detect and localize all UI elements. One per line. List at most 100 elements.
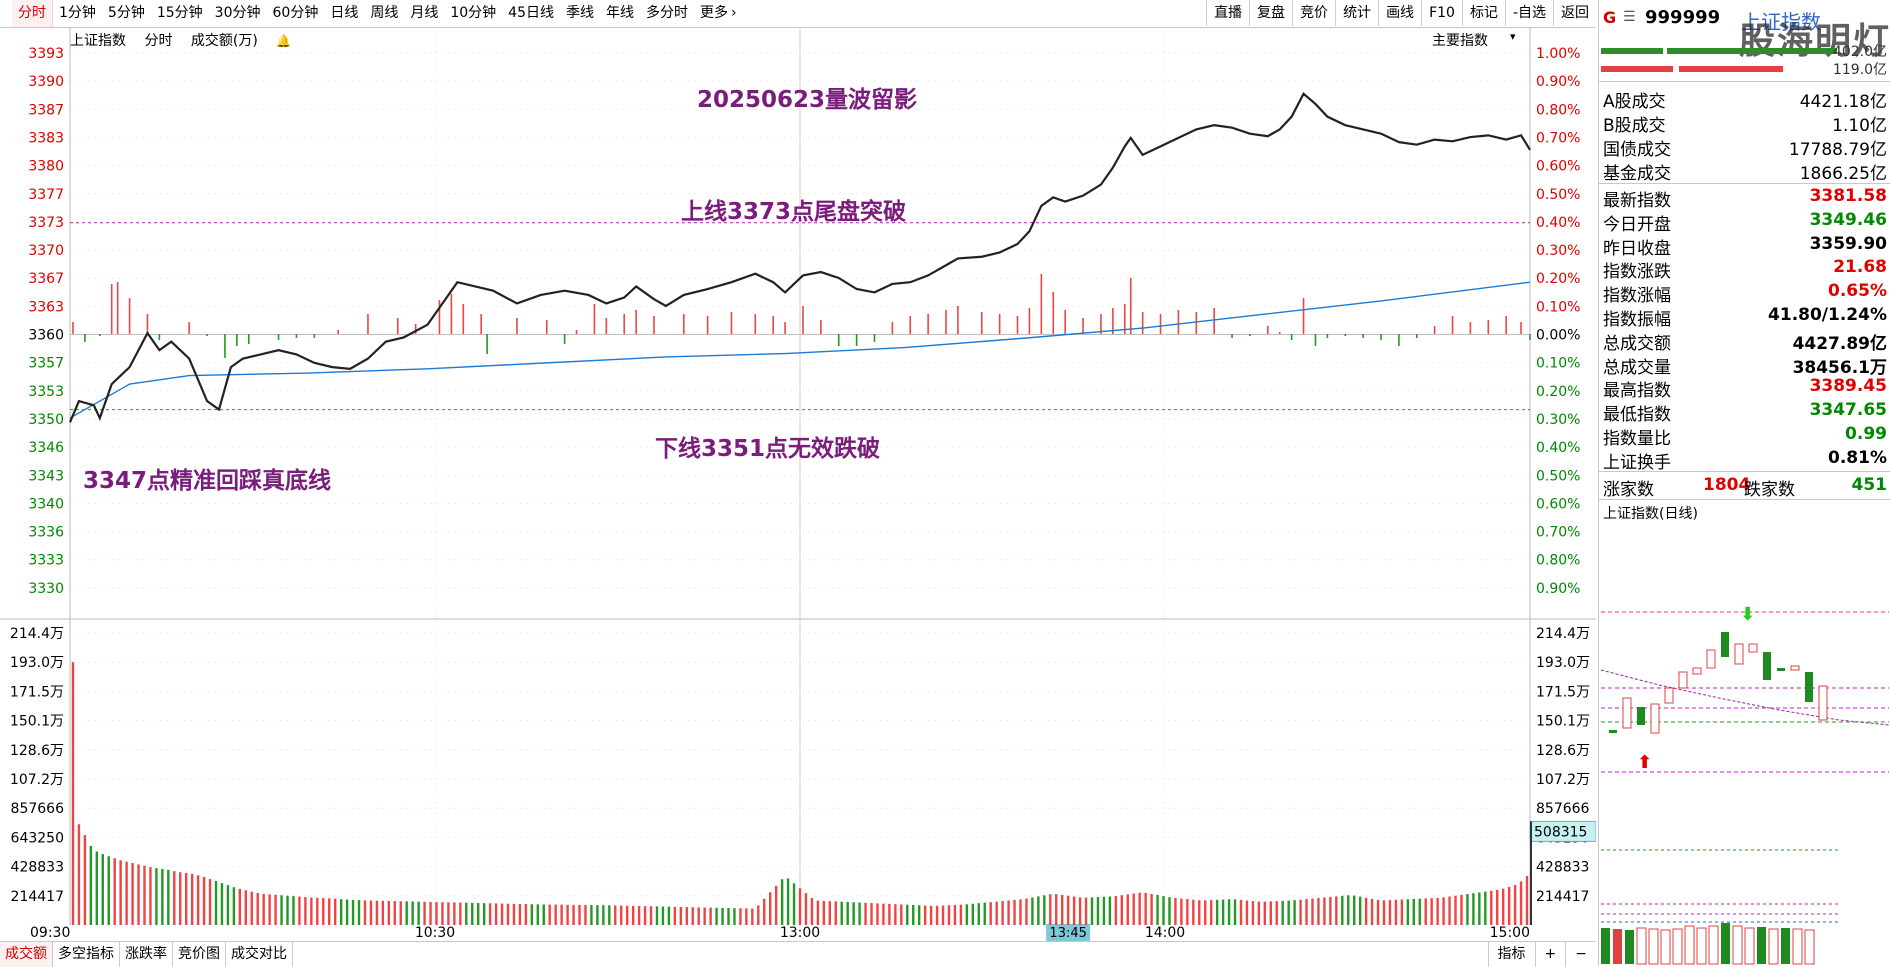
chart-metric[interactable]: 成交额(万)	[190, 33, 258, 49]
volume-tick-label: 643250	[11, 830, 64, 846]
chart-mode[interactable]: 分时	[144, 33, 173, 49]
daily-ma-line	[1600, 669, 1890, 726]
chevron-down-icon[interactable]: ▾	[1510, 30, 1516, 43]
price-tick-label: 3387	[28, 102, 64, 118]
daily-chart-title: 上证指数(日线)	[1603, 506, 1698, 522]
pct-tick-label: 0.20%	[1536, 384, 1580, 400]
buy-sell-bars	[1601, 48, 1837, 72]
price-tick-label: 3340	[28, 496, 64, 512]
volume-tick-label: 193.0万	[10, 655, 64, 671]
toolbar-button[interactable]: -自选	[1504, 0, 1553, 26]
more-periods-button[interactable]: 更多 ›	[694, 0, 743, 27]
pct-tick-label: 0.60%	[1536, 159, 1580, 175]
period-tab[interactable]: 多分时	[645, 5, 688, 21]
period-tab[interactable]: 季线	[565, 5, 594, 21]
g-label[interactable]: G	[1603, 8, 1617, 27]
row-label: 指数涨跌	[1603, 262, 1671, 283]
period-tab[interactable]: 年线	[605, 5, 634, 21]
intraday-chart[interactable]: 3393 1.00% 3390 0.90% 3387 0.80% 3383 0.70% 3380…	[0, 27, 1596, 941]
menu-icon[interactable]: ☰	[1623, 9, 1636, 25]
period-tab[interactable]: 5分钟	[107, 5, 145, 21]
toolbar-button[interactable]: 竞价	[1292, 0, 1335, 26]
pct-tick-label: 0.20%	[1536, 271, 1580, 287]
row-value: 17788.79亿	[1788, 140, 1887, 160]
period-tab[interactable]: 月线	[410, 5, 439, 21]
bar-value-bottom: 119.0亿	[1832, 62, 1887, 78]
volume-cursor-value: 508315	[1529, 820, 1596, 842]
quote-row: 最高指数 3389.45	[1599, 375, 1890, 401]
quote-row: 指数涨幅 0.65%	[1599, 280, 1890, 307]
volume-tick-label-right: 214.4万	[1536, 626, 1590, 642]
daily-vol-bar	[1744, 927, 1755, 965]
toolbar-button[interactable]: 直播	[1206, 0, 1249, 26]
period-tab[interactable]: 10分钟	[450, 5, 497, 21]
period-tab[interactable]: 30分钟	[214, 5, 261, 21]
volume-tick-label-right: 150.1万	[1536, 714, 1590, 730]
toolbar-button[interactable]: 复盘	[1249, 0, 1292, 26]
daily-candle	[1609, 730, 1617, 733]
pct-tick-label: 0.10%	[1536, 299, 1580, 315]
pct-tick-label: 0.10%	[1536, 356, 1580, 372]
indicator-tab[interactable]: 多空指标	[53, 942, 120, 967]
period-tab[interactable]: 15分钟	[156, 5, 203, 21]
volume-tick-label: 150.1万	[10, 714, 64, 730]
toolbar-button[interactable]: 返回	[1553, 0, 1596, 26]
indicator-tab[interactable]: 竞价图	[173, 942, 226, 967]
toolbar-grip[interactable]	[0, 0, 12, 27]
pct-tick-label: 0.30%	[1536, 412, 1580, 428]
toolbar-button[interactable]: 标记	[1461, 0, 1505, 26]
indicator-tab[interactable]: 成交额	[0, 942, 53, 967]
annotation-upper-line: 上线3373点尾盘突破	[681, 199, 907, 225]
period-tab[interactable]: 60分钟	[272, 5, 319, 21]
toolbar-button[interactable]: F10	[1421, 0, 1462, 26]
cursor-time-box	[1046, 924, 1091, 941]
daily-candle	[1805, 672, 1813, 702]
indicator-action-button[interactable]: 指标	[1487, 942, 1535, 967]
row-value: 0.81%	[1828, 447, 1887, 468]
row-label: 国债成交	[1603, 140, 1671, 160]
indicator-tabs-bar: 成交额 多空指标 涨跌率 竞价图 成交对比 指标 + −	[0, 941, 1596, 967]
quote-sidebar: G ☰ 999999 上证指数 股海明灯 402.0亿 119.0亿 A股成交 4…	[1598, 0, 1890, 966]
period-tab[interactable]: 日线	[330, 5, 359, 21]
indicator-tab[interactable]: 涨跌率	[120, 942, 173, 967]
row-label: 最低指数	[1603, 405, 1671, 426]
indicator-action-button[interactable]: +	[1534, 942, 1566, 967]
main-indicator-button[interactable]: 主要指数	[1432, 33, 1488, 49]
indicator-action-button[interactable]: −	[1565, 942, 1596, 967]
row-label: 指数涨幅	[1603, 286, 1671, 307]
period-tab[interactable]: 1分钟	[59, 5, 96, 21]
period-tab[interactable]: 分时	[12, 0, 53, 27]
daily-candle	[1637, 707, 1645, 725]
daily-kline-chart[interactable]: ⬇ ⬆	[1599, 520, 1890, 966]
daily-vol-bar	[1648, 928, 1659, 965]
volume-tick-label: 857666	[11, 801, 65, 817]
pct-tick-label: 0.30%	[1536, 243, 1580, 259]
daily-candle	[1664, 687, 1674, 704]
time-tick-label: 13:00	[780, 925, 820, 941]
index-code: 999999	[1645, 7, 1721, 28]
daily-candle	[1678, 671, 1688, 689]
quote-row: 总成交额 4427.89亿	[1599, 328, 1890, 354]
pct-tick-label: 0.70%	[1536, 525, 1580, 541]
chevron-right-icon: ›	[730, 5, 737, 21]
up-label: 涨家数	[1603, 480, 1654, 500]
toolbar-button[interactable]: 统计	[1335, 0, 1378, 26]
row-label: 指数振幅	[1603, 310, 1671, 330]
period-tab[interactable]: 周线	[370, 5, 399, 21]
toolbar-button[interactable]: 画线	[1378, 0, 1421, 26]
price-diff-bars	[72, 274, 1531, 359]
watermark-logo: 股海明灯	[1739, 21, 1890, 62]
volume-tick-label: 214.4万	[10, 626, 64, 642]
period-tabs: 分时 1分钟 5分钟 15分钟 30分钟 60分钟 日线 周线 月线 10分钟 45日线 季线 年线 多分…	[0, 0, 743, 27]
chart-grid	[0, 27, 1596, 925]
bell-icon[interactable]: 🔔	[276, 34, 292, 48]
indicator-tab[interactable]: 成交对比	[226, 942, 293, 967]
volume-tick-label: 171.5万	[10, 684, 64, 700]
row-label: A股成交	[1603, 92, 1666, 112]
quote-row: 昨日收盘 3359.90	[1599, 233, 1890, 259]
daily-vol-bar	[1696, 927, 1707, 965]
period-tab[interactable]: 45日线	[508, 5, 554, 21]
down-label: 跌家数	[1744, 480, 1795, 500]
volume-tick-label-right: 857666	[1536, 801, 1590, 817]
row-label: 今日开盘	[1603, 214, 1671, 235]
